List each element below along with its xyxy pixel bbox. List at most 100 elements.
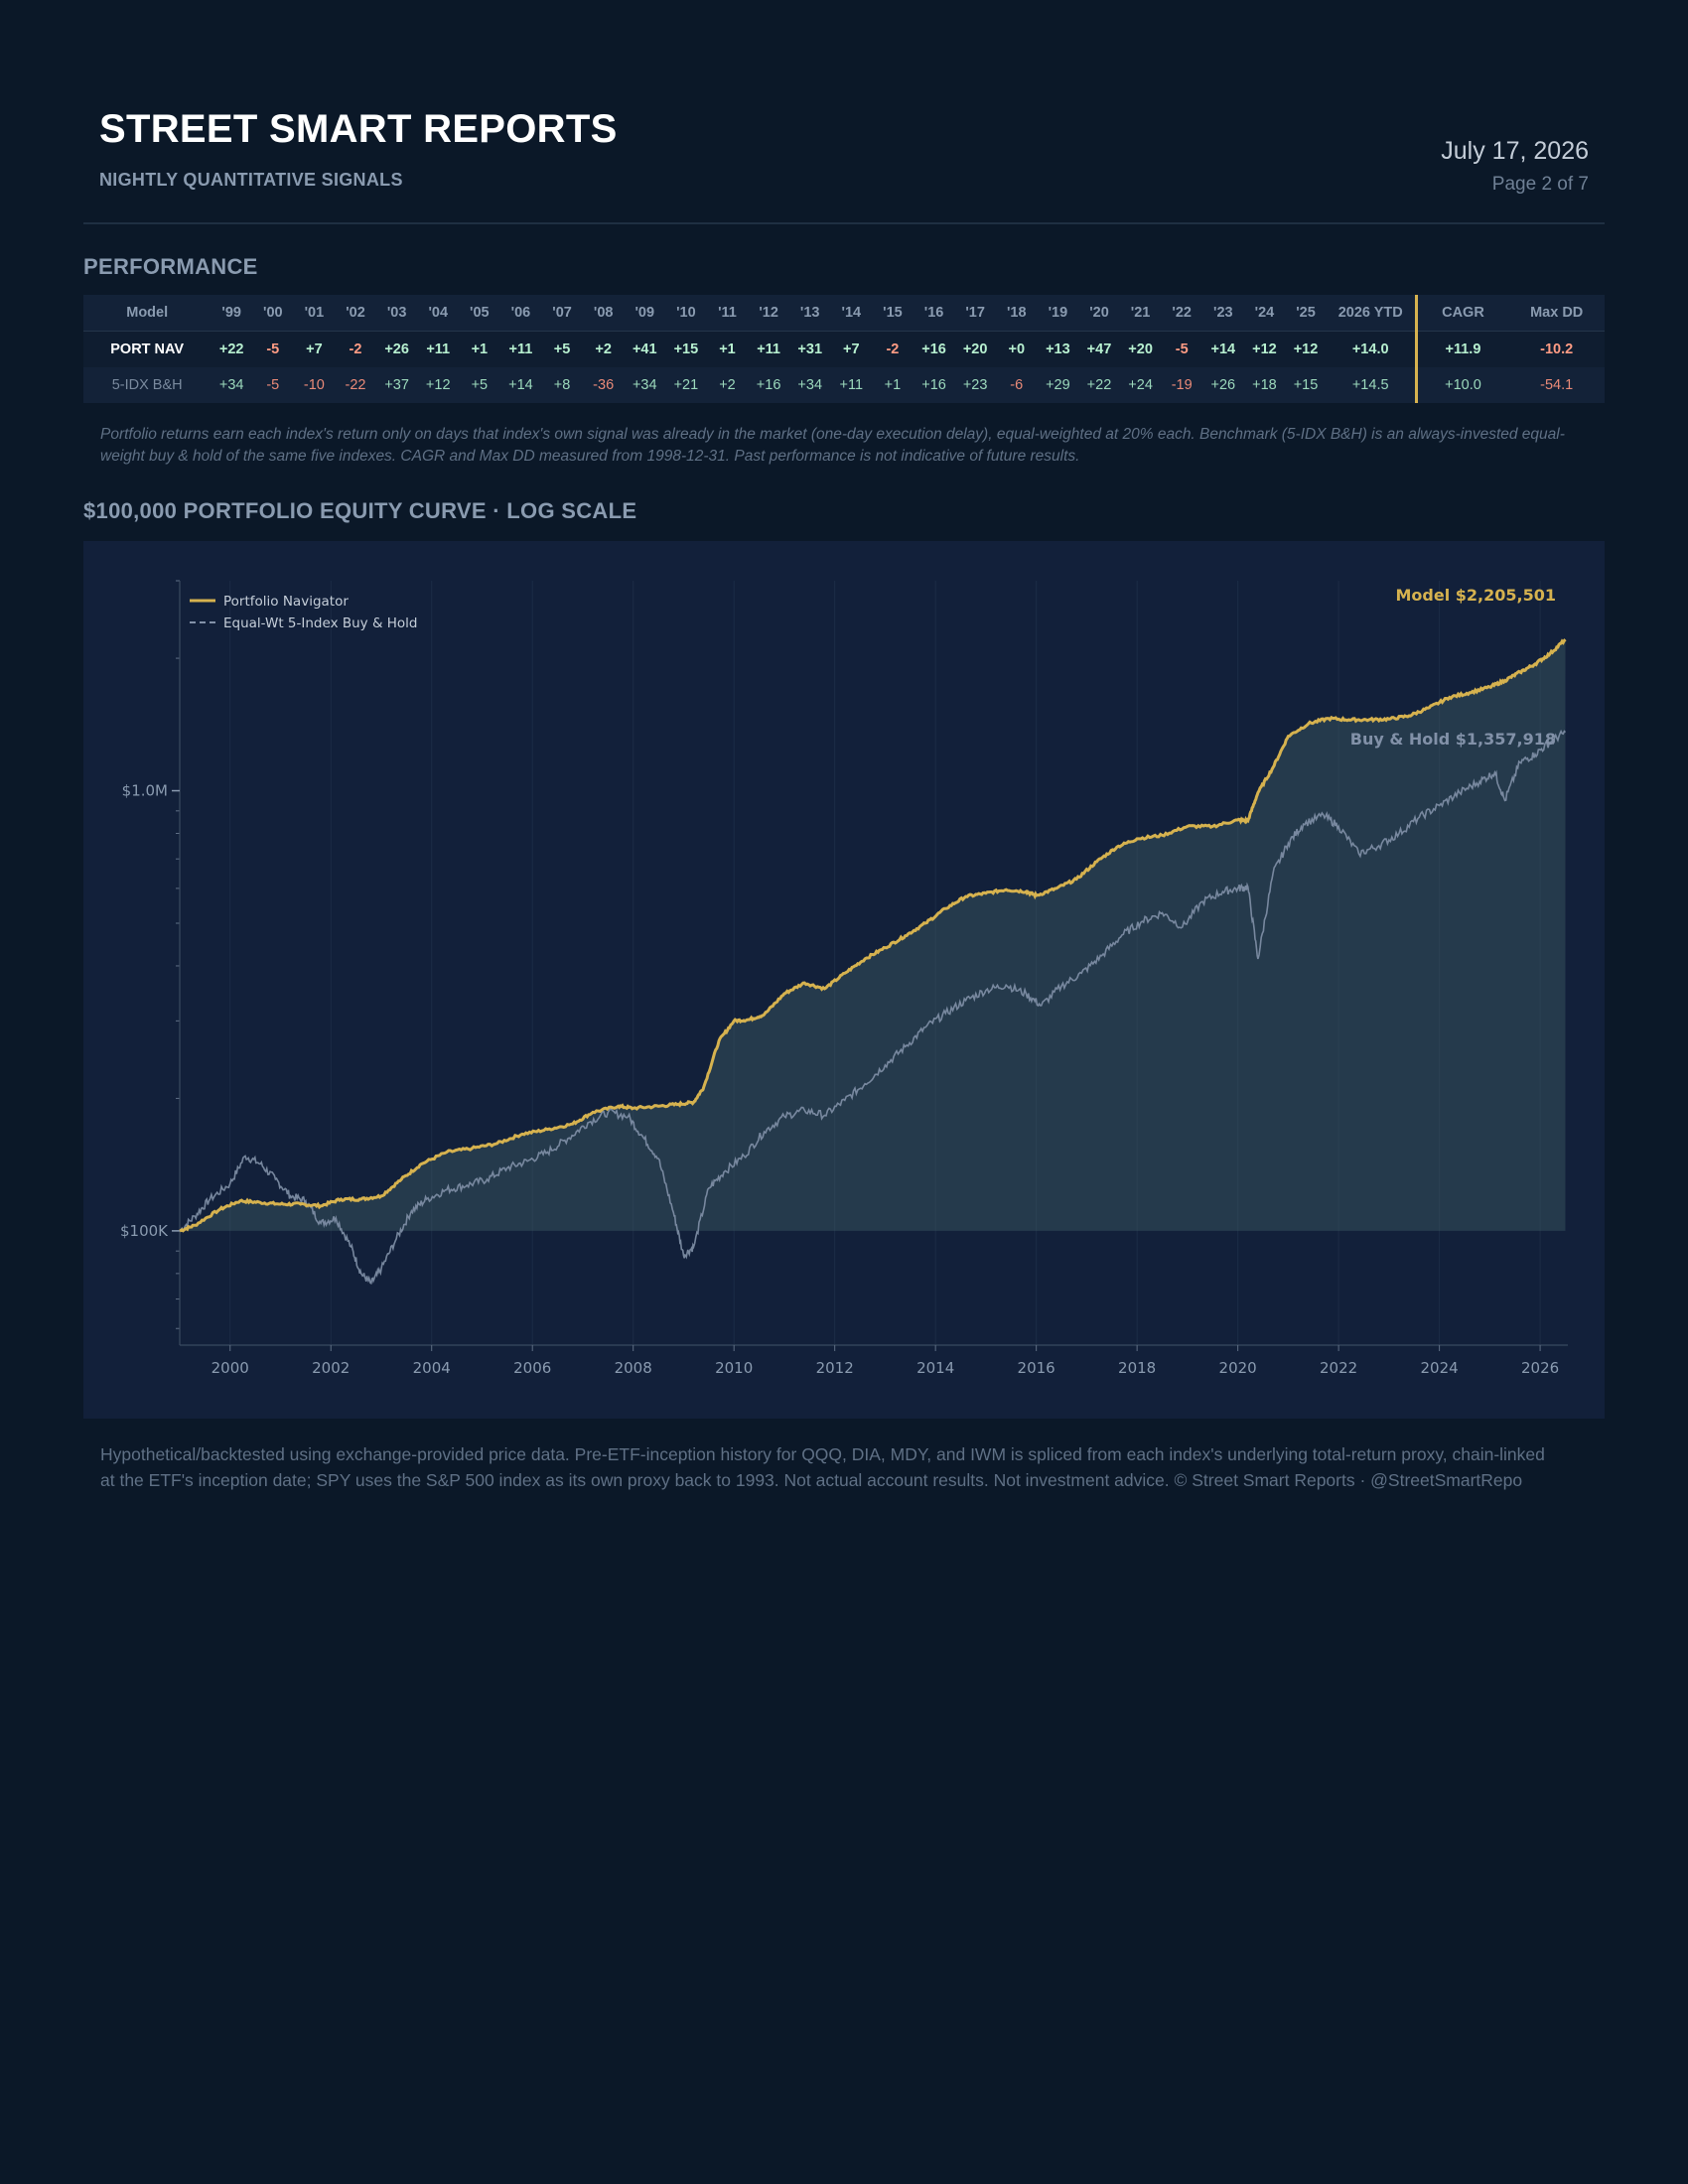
table-cell: -54.1 [1540, 377, 1574, 393]
column-header: '18 [995, 295, 1038, 332]
equity-chart: $100K $1.0M 2000 2002 2004 2006 2008 2010 2012 20… [120, 580, 1568, 1377]
y-tick-label: $100K [120, 1222, 169, 1240]
x-tick-label: 2024 [1421, 1359, 1459, 1377]
report-header: STREET SMART REPORTS NIGHTLY QUANTITATIV… [99, 107, 1589, 195]
column-header: '14 [830, 295, 873, 332]
table-cell: +37 [384, 377, 409, 393]
table-cell: +41 [632, 341, 657, 357]
column-header: '25 [1285, 295, 1327, 332]
equity-chart-panel: $100K $1.0M 2000 2002 2004 2006 2008 2010 2012 20… [83, 541, 1605, 1419]
table-cell: +34 [218, 377, 244, 393]
column-header: 2026 YTD [1326, 295, 1418, 332]
table-cell: +26 [1210, 377, 1236, 393]
performance-footnote: Portfolio returns earn each index's retu… [100, 426, 1565, 465]
table-cell: +15 [1293, 377, 1319, 393]
table-cell: -5 [1175, 341, 1189, 357]
table-cell: +34 [632, 377, 657, 393]
column-header: '11 [706, 295, 749, 332]
table-cell: +1 [884, 377, 902, 393]
legend-label-benchmark: Equal-Wt 5-Index Buy & Hold [223, 615, 418, 631]
x-tick-label: 2000 [211, 1359, 249, 1377]
table-cell: +14 [508, 377, 533, 393]
column-header: Max DD [1508, 295, 1605, 332]
column-header: '15 [872, 295, 914, 332]
x-tick-label: 2006 [513, 1359, 551, 1377]
column-header: '00 [251, 295, 294, 332]
x-tick-label: 2018 [1118, 1359, 1156, 1377]
column-header: '22 [1161, 295, 1202, 332]
table-cell: +23 [962, 377, 988, 393]
model-area-fill [180, 639, 1566, 1231]
table-cell: +22 [1086, 377, 1112, 393]
x-tick-label: 2016 [1018, 1359, 1055, 1377]
column-header: '23 [1202, 295, 1244, 332]
table-cell: -10 [303, 377, 325, 393]
table-cell: +2 [719, 377, 736, 393]
table-cell: -2 [349, 341, 362, 357]
column-header: '09 [624, 295, 666, 332]
column-header: '08 [582, 295, 625, 332]
row-label: 5-IDX B&H [111, 377, 183, 393]
header-divider [83, 222, 1605, 224]
disclaimer: Hypothetical/backtested using exchange-p… [100, 1444, 1545, 1490]
table-cell: +2 [595, 341, 612, 357]
column-header-model: Model [83, 295, 211, 332]
x-tick-label: 2010 [715, 1359, 753, 1377]
table-cell: +18 [1252, 377, 1277, 393]
table-cell: +7 [843, 341, 860, 357]
table-cell: +16 [756, 377, 781, 393]
table-cell: +22 [218, 341, 244, 357]
column-header: '19 [1037, 295, 1079, 332]
table-cell: -22 [345, 377, 366, 393]
column-header: '99 [211, 295, 252, 332]
table-cell: +14.0 [1326, 331, 1418, 367]
series-line-benchmark [179, 729, 1567, 1285]
column-header: '17 [954, 295, 996, 332]
table-cell: +31 [797, 341, 823, 357]
table-cell: +11 [508, 341, 533, 357]
column-header: '06 [499, 295, 542, 332]
column-header: '04 [417, 295, 460, 332]
header-meta: July 17, 2026 Page 2 of 7 [1441, 137, 1589, 196]
column-header: '05 [459, 295, 500, 332]
report-date: July 17, 2026 [1441, 137, 1589, 165]
table-cell: +0 [1008, 341, 1026, 357]
table-cell: +7 [306, 341, 323, 357]
column-header: '12 [748, 295, 789, 332]
x-tick-label: 2026 [1521, 1359, 1559, 1377]
x-tick-label: 2022 [1320, 1359, 1357, 1377]
table-cell: +12 [1293, 341, 1319, 357]
performance-header-row: Model '99'00'01'02'03'04'05'06'07'08'09'1… [83, 295, 1605, 332]
brand-title: STREET SMART REPORTS [99, 107, 618, 151]
column-header: '07 [541, 295, 583, 332]
x-tick-label: 2012 [816, 1359, 854, 1377]
table-cell: +47 [1086, 341, 1112, 357]
table-cell: +29 [1046, 377, 1070, 393]
y-tick-label: $1.0M [122, 782, 168, 800]
table-cell: -5 [266, 377, 280, 393]
table-cell: +34 [797, 377, 823, 393]
table-cell: -36 [593, 377, 615, 393]
table-row: PORT NAV +22 -5 +7 -2 +26 +11 +1 +11 +5 +2 +41 +15 +1… [83, 331, 1605, 367]
table-cell: +14 [1210, 341, 1236, 357]
table-row: 5-IDX B&H +34 -5 -10 -22 +37 +12 +5 +14 +8 -36 +34 +… [83, 367, 1605, 403]
legend-label-model: Portfolio Navigator [223, 594, 349, 610]
table-cell: +12 [1252, 341, 1277, 357]
performance-table: Model '99'00'01'02'03'04'05'06'07'08'09'1… [83, 295, 1605, 403]
table-cell: +26 [384, 341, 409, 357]
page-number: Page 2 of 7 [1491, 174, 1589, 195]
column-header: '03 [375, 295, 418, 332]
column-header: '10 [665, 295, 707, 332]
table-cell: +11 [839, 377, 864, 393]
table-cell: +11.9 [1445, 341, 1481, 357]
table-cell: -10.2 [1540, 341, 1574, 357]
table-cell: +11 [757, 341, 780, 357]
table-cell: +20 [1128, 341, 1153, 357]
column-header: '01 [293, 295, 336, 332]
table-cell: +5 [553, 341, 571, 357]
table-cell: -5 [266, 341, 280, 357]
column-header: '02 [335, 295, 376, 332]
table-cell: +16 [921, 377, 946, 393]
table-cell: +10.0 [1445, 377, 1481, 393]
series-line-model [179, 638, 1567, 1233]
